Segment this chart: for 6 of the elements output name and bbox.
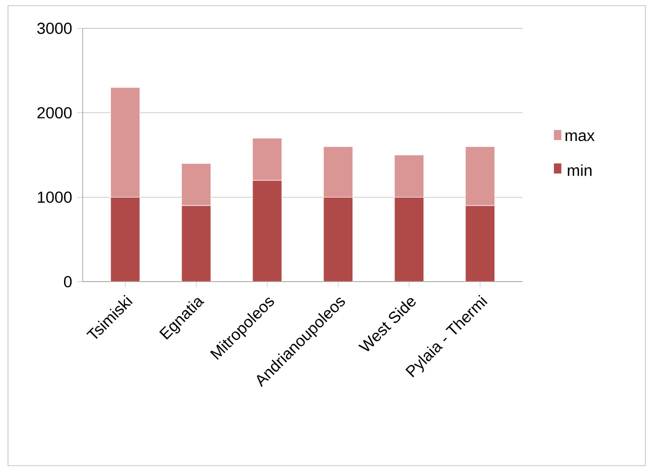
y-tick-label: 2000 — [37, 107, 72, 118]
legend-label: min — [568, 164, 592, 176]
y-tick-label: 0 — [64, 276, 72, 288]
legend-label: max — [566, 132, 595, 142]
y-tick-label: 1000 — [38, 192, 72, 203]
y-tick-label: 3000 — [37, 22, 72, 34]
